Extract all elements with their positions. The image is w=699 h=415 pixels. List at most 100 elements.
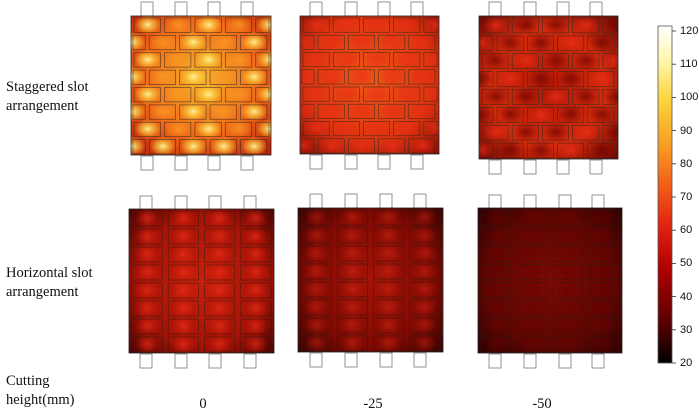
heat-spot xyxy=(409,32,436,52)
heat-spot xyxy=(211,102,237,122)
heat-spot xyxy=(377,278,401,300)
slot-tab xyxy=(240,1,254,17)
slot-outline xyxy=(572,89,600,105)
heat-spot xyxy=(543,86,569,107)
slot-outline xyxy=(167,264,199,281)
heatmap-panel-staggered-2 xyxy=(453,1,659,175)
slot-outline xyxy=(209,69,237,85)
heat-spot xyxy=(453,15,478,35)
slot-outline xyxy=(164,121,192,137)
slot-tab xyxy=(523,353,537,369)
heat-spot xyxy=(304,260,328,282)
slot-outline xyxy=(511,53,539,69)
slot-outline xyxy=(332,121,360,137)
heat-spot xyxy=(241,32,268,52)
slot-outline xyxy=(131,282,163,299)
slot-outline xyxy=(552,300,584,317)
heat-spot xyxy=(105,119,131,138)
heat-spot xyxy=(165,49,191,69)
heat-spot xyxy=(413,314,437,336)
heat-spot xyxy=(180,102,207,122)
heat-spot xyxy=(334,84,360,104)
slot-tab xyxy=(488,1,502,17)
slot-outline xyxy=(167,300,199,317)
slot-outline xyxy=(602,89,617,105)
heat-spot xyxy=(603,122,618,143)
heat-spot xyxy=(453,122,478,142)
heat-spot xyxy=(455,84,480,103)
slot-outline xyxy=(526,35,554,52)
slot-outline xyxy=(148,35,177,51)
slot-outline xyxy=(240,318,272,335)
slot-outline xyxy=(373,335,405,352)
slot-tab xyxy=(523,159,537,175)
slot-outline xyxy=(516,245,548,262)
heat-spot xyxy=(558,104,584,125)
panel-border xyxy=(478,15,619,160)
heat-spot xyxy=(134,84,161,104)
heat-spot xyxy=(208,261,232,283)
slot-outline xyxy=(224,17,253,33)
slot-outline xyxy=(557,142,585,159)
heat-spot xyxy=(349,66,375,86)
colorbar-tick-label: 70 xyxy=(680,191,693,203)
slot-tab xyxy=(309,1,323,17)
heat-spot xyxy=(244,209,268,229)
slot-outline xyxy=(240,228,272,245)
slot-outline xyxy=(409,317,441,334)
heat-spot xyxy=(479,32,494,53)
slot-tab xyxy=(243,195,257,211)
slot-outline xyxy=(587,35,615,52)
heat-spot xyxy=(211,32,237,52)
heat-spot xyxy=(105,50,131,69)
slot-outline xyxy=(164,87,192,103)
slot-outline xyxy=(332,86,360,102)
slot-tab xyxy=(379,193,393,209)
heat-spot xyxy=(513,122,539,143)
slot-outline xyxy=(409,299,441,316)
slot-outline xyxy=(204,318,236,335)
heat-spot xyxy=(479,104,494,125)
heat-spot xyxy=(171,209,195,229)
slot-outline xyxy=(336,245,368,262)
slot-outline xyxy=(363,86,391,102)
slot-outline xyxy=(317,34,345,50)
slot-outline xyxy=(481,124,509,141)
slot-outline xyxy=(423,86,438,102)
slot-outline xyxy=(204,228,236,245)
heat-spot xyxy=(634,122,659,142)
slot-outline xyxy=(131,300,163,317)
slot-tab xyxy=(174,195,188,211)
heat-spot xyxy=(195,119,222,139)
heat-spot xyxy=(528,32,554,53)
heat-spot xyxy=(300,66,315,86)
slot-outline xyxy=(131,318,163,335)
slot-outline xyxy=(300,209,332,226)
slot-outline xyxy=(480,71,494,87)
slot-outline xyxy=(408,34,436,50)
slot-outline xyxy=(572,53,600,69)
heat-spot xyxy=(165,119,191,139)
heat-spot xyxy=(131,102,146,122)
slot-outline xyxy=(167,246,199,263)
slot-outline xyxy=(194,52,222,68)
heat-spot xyxy=(484,333,508,353)
slot-outline xyxy=(336,317,368,334)
slot-tab xyxy=(523,194,537,210)
slot-outline xyxy=(302,52,330,68)
heat-spot xyxy=(453,51,478,71)
heat-spot xyxy=(274,84,299,103)
slot-outline xyxy=(542,53,570,69)
heat-spot xyxy=(424,49,439,69)
slot-outline xyxy=(164,52,192,68)
slot-outline xyxy=(588,336,620,353)
slot-tab xyxy=(174,1,188,17)
slot-outline xyxy=(552,209,584,226)
heat-spot xyxy=(304,208,328,228)
row-label-line2: arrangement xyxy=(6,284,79,300)
heat-spot xyxy=(195,84,222,104)
slot-outline xyxy=(423,121,438,137)
heat-spot xyxy=(619,33,644,53)
slot-tab xyxy=(558,194,572,210)
